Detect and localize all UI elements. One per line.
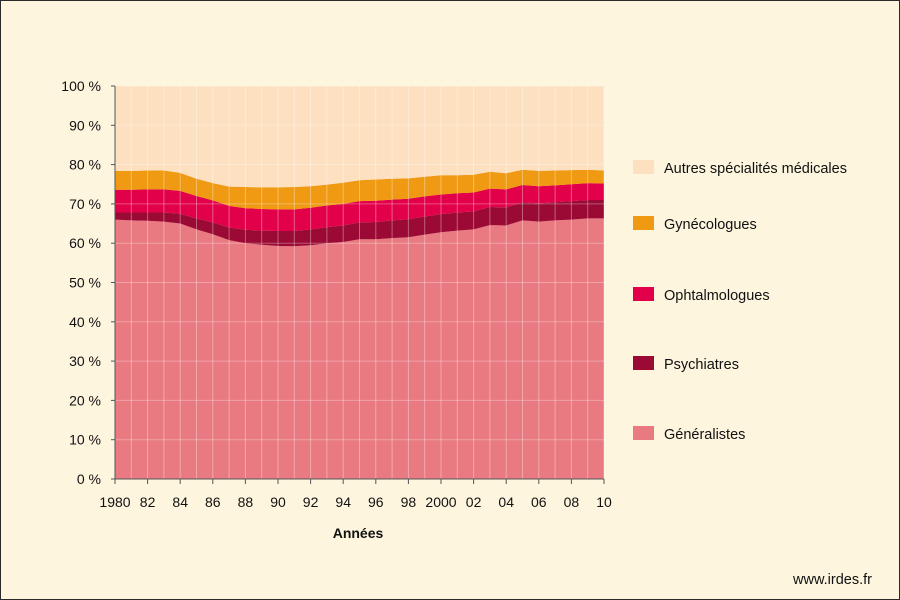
x-tick-label: 86 [205,494,221,510]
x-tick-label: 96 [368,494,384,510]
x-tick-label: 84 [172,494,188,510]
area-ophtalmologues [115,183,604,231]
area-series-group [115,86,604,479]
x-tick-label: 04 [498,494,514,510]
x-tick-label: 10 [596,494,612,510]
y-tick-label: 40 % [69,314,101,330]
grid-lines [115,85,605,479]
legend-swatch [633,356,654,370]
y-tick-label: 30 % [69,353,101,369]
legend-label: Autres spécialités médicales [664,161,847,177]
x-tick-label: 08 [564,494,580,510]
y-tick-labels: 0 % 10 % 20 % 30 % 40 % 50 % 60 % 70 % 80 % 90 % 1… [61,78,115,487]
legend-swatch [633,426,654,440]
y-tick-label: 20 % [69,392,101,408]
y-tick-label: 90 % [69,117,101,133]
y-tick-label: 0 % [77,471,101,487]
area-gynecologues [115,169,604,210]
x-tick-labels: 1980 82 84 86 88 90 92 94 96 98 2000 02 04 06 08 10 [99,479,612,510]
x-tick-label: 1980 [99,494,130,510]
x-tick-label: 82 [140,494,156,510]
area-psychiatres [115,200,604,247]
legend-label: Ophtalmologues [664,288,770,304]
x-tick-label: 90 [270,494,286,510]
legend-label: Généralistes [664,427,745,443]
y-tick-label: 80 % [69,157,101,173]
legend-swatch [633,287,654,301]
website-url[interactable]: www.irdes.fr [792,572,872,588]
x-axis-label: Années [333,525,384,541]
legend-swatch [633,160,654,174]
x-tick-label: 88 [238,494,254,510]
legend-swatch [633,216,654,230]
x-tick-label: 06 [531,494,547,510]
legend-label: Psychiatres [664,357,739,373]
x-tick-label: 94 [335,494,351,510]
y-tick-label: 50 % [69,275,101,291]
x-tick-label: 02 [466,494,482,510]
x-tick-label: 92 [303,494,319,510]
area-generalistes [115,218,604,479]
y-tick-label: 100 % [61,78,101,94]
legend-label: Gynécologues [664,217,757,233]
y-tick-label: 10 % [69,432,101,448]
area-autres-specialites-medicales [115,86,604,188]
x-tick-label: 98 [401,494,417,510]
y-tick-label: 70 % [69,196,101,212]
x-tick-label: 2000 [425,494,456,510]
legend: Autres spécialités médicales Gynécologues… [633,160,847,443]
y-tick-label: 60 % [69,235,101,251]
